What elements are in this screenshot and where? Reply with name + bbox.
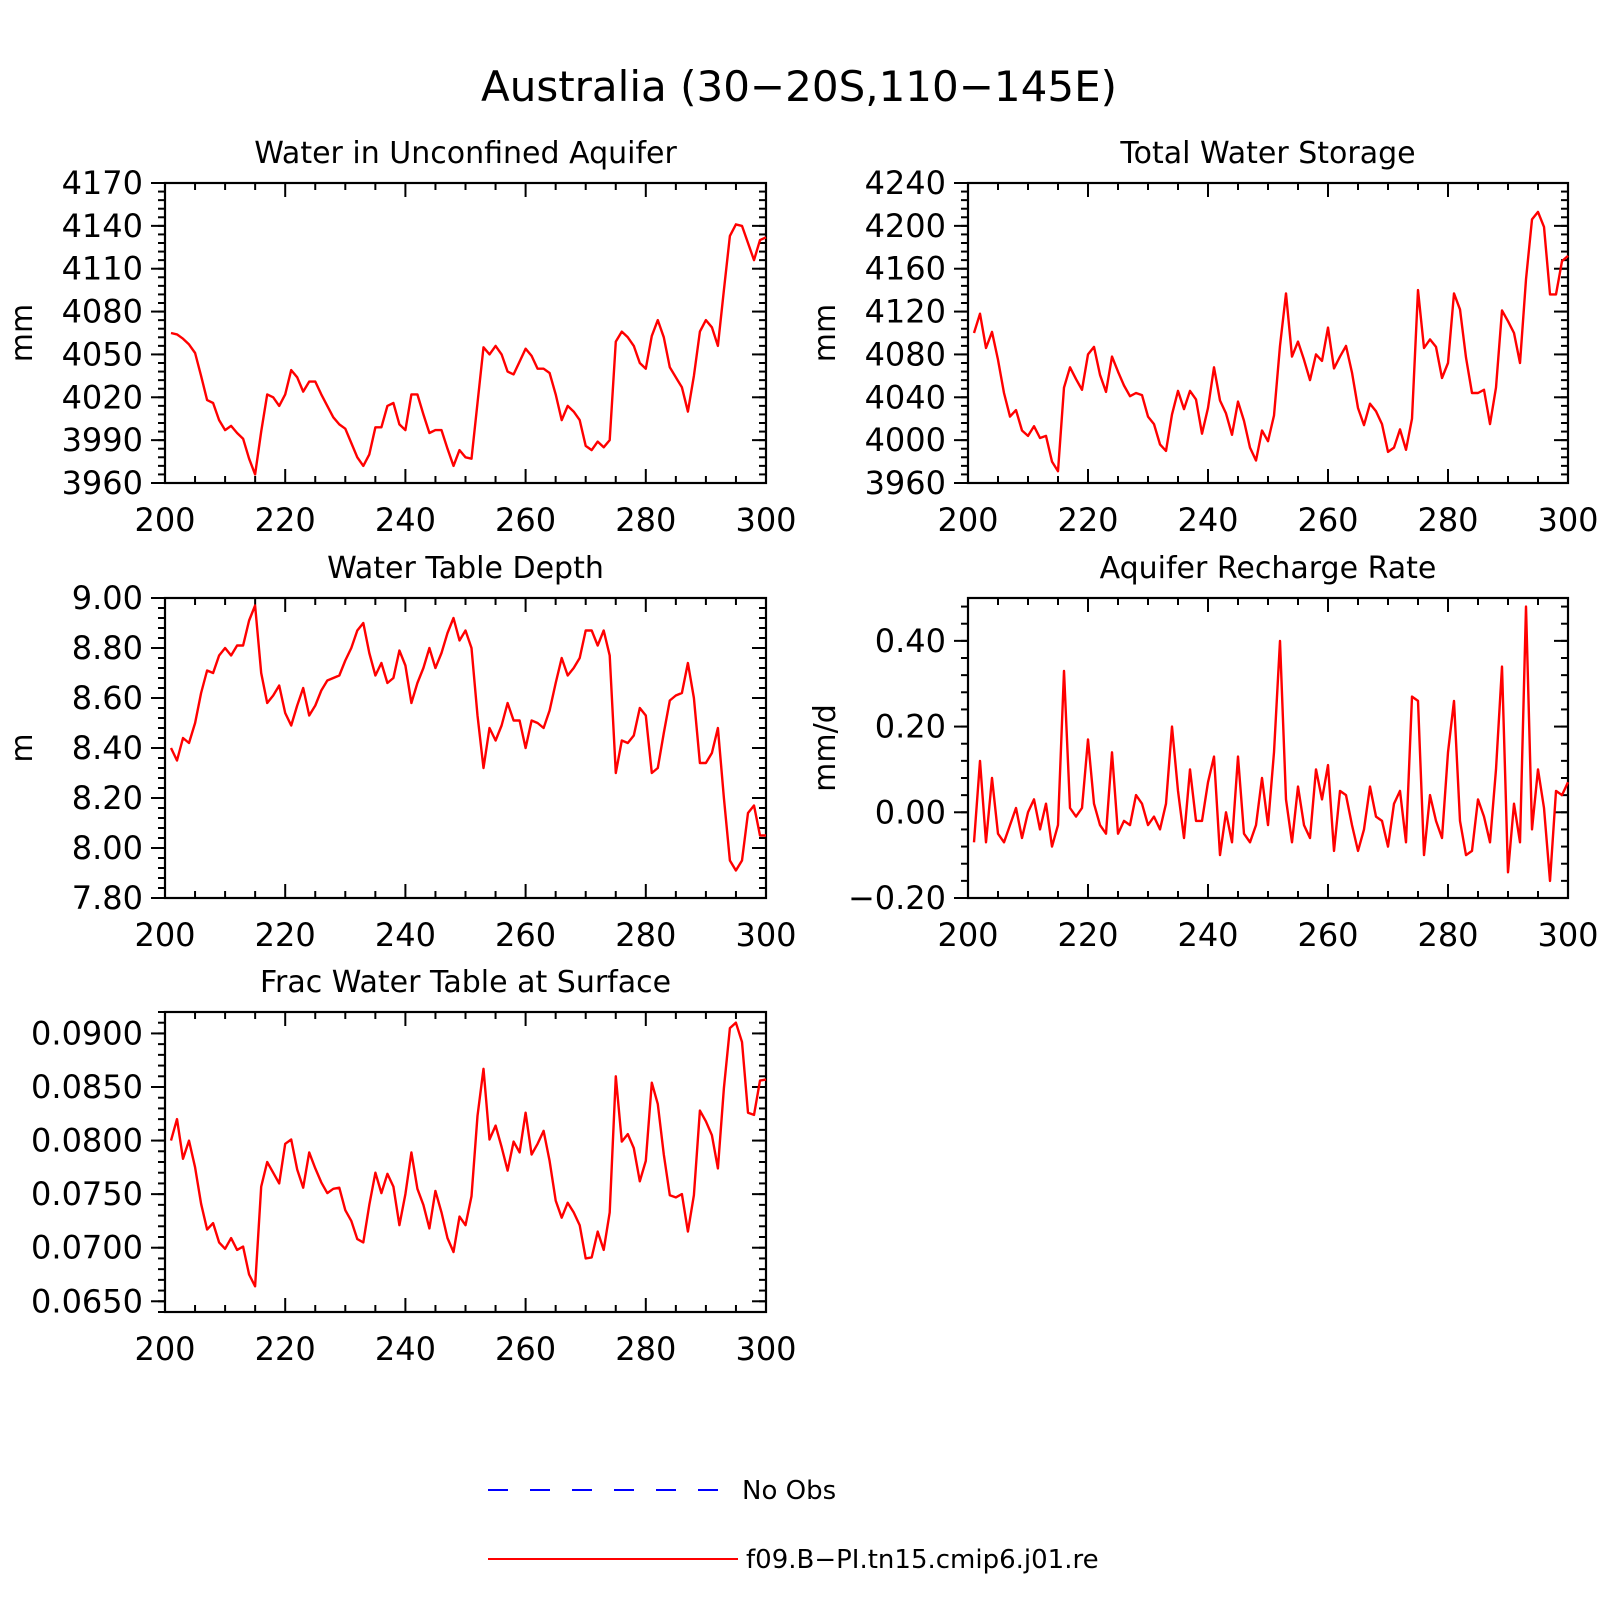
x-tick-label: 240 [375, 501, 436, 539]
y-axis-label: m [5, 733, 40, 762]
panel-water-in-unconfined-aquifer: Water in Unconfined Aquifer mm 200 220 240 26… [5, 136, 797, 539]
series-line-model [170, 223, 767, 476]
x-tick-label: 200 [134, 916, 195, 954]
y-tick-label: 4160 [865, 250, 946, 288]
legend: No Obs f09.B−PI.tn15.cmip6.j01.re [488, 1476, 1099, 1575]
y-tick-label: 4050 [62, 335, 143, 373]
legend-obs-label: No Obs [742, 1476, 836, 1506]
x-tick-label: 220 [255, 916, 316, 954]
x-tick-label: 200 [937, 501, 998, 539]
x-tick-label: 200 [134, 501, 195, 539]
axis-frame [163, 596, 768, 900]
x-tick-label: 280 [615, 916, 676, 954]
x-tick-label: 300 [735, 501, 796, 539]
x-tick-label: 260 [1297, 916, 1358, 954]
x-tick-label: 300 [1537, 501, 1598, 539]
x-tick-label: 200 [937, 916, 998, 954]
x-tick-label: 260 [1297, 501, 1358, 539]
y-tick-label: 8.20 [72, 779, 143, 817]
axis-frame [163, 181, 768, 485]
panel-title: Aquifer Recharge Rate [1100, 551, 1437, 586]
y-tick-label: −0.20 [848, 879, 946, 917]
y-tick-label: 9.00 [72, 579, 143, 617]
y-tick-label: 4140 [62, 207, 143, 245]
panel-title: Total Water Storage [1119, 136, 1415, 171]
x-tick-label: 220 [1057, 916, 1118, 954]
x-tick-label: 300 [735, 1330, 796, 1368]
figure-title: Australia (30−20S,110−145E) [481, 62, 1117, 111]
y-tick-label: 4240 [865, 164, 946, 202]
panel-aquifer-recharge-rate: Aquifer Recharge Rate mm/d 200 220 240 260 280… [808, 551, 1599, 954]
panel-water-table-depth: Water Table Depth m 200 220 240 260 280 300 7.80… [5, 551, 797, 954]
y-tick-label: 8.80 [72, 629, 143, 667]
x-tick-label: 220 [1057, 501, 1118, 539]
panel-title: Water Table Depth [327, 551, 604, 586]
series-line-model [972, 210, 1569, 473]
x-tick-label: 260 [495, 916, 556, 954]
y-tick-label: 4000 [865, 421, 946, 459]
y-tick-label: 0.0800 [31, 1122, 143, 1160]
panel-title: Frac Water Table at Surface [260, 965, 671, 1000]
x-tick-label: 260 [495, 501, 556, 539]
x-tick-label: 280 [1417, 501, 1478, 539]
y-tick-label: 3960 [865, 464, 946, 502]
series-line-model [169, 604, 766, 872]
y-tick-label: 4170 [62, 164, 143, 202]
x-tick-label: 240 [375, 916, 436, 954]
x-tick-label: 220 [255, 501, 316, 539]
y-axis-label: mm [5, 304, 40, 362]
axis-frame [966, 596, 1570, 900]
y-axis-label: mm [808, 304, 843, 362]
y-tick-label: 0.0900 [31, 1014, 143, 1052]
panel-total-water-storage: Total Water Storage mm 200 220 240 260 280 300 3… [808, 136, 1599, 539]
y-tick-label: 4200 [865, 207, 946, 245]
panel-frac-water-table-at-surface: Frac Water Table at Surface 200 220 240 260 2… [31, 965, 797, 1368]
y-tick-label: 8.40 [72, 729, 143, 767]
x-tick-label: 240 [375, 1330, 436, 1368]
panel-title: Water in Unconfined Aquifer [254, 136, 677, 171]
y-tick-label: 0.20 [875, 708, 946, 746]
y-tick-label: 3990 [62, 421, 143, 459]
x-tick-label: 240 [1177, 501, 1238, 539]
y-tick-label: 0.0850 [31, 1068, 143, 1106]
y-tick-label: 4040 [865, 378, 946, 416]
y-tick-label: 4020 [62, 378, 143, 416]
x-tick-label: 240 [1177, 916, 1238, 954]
legend-model-label: f09.B−PI.tn15.cmip6.j01.re [746, 1545, 1099, 1575]
y-tick-label: 0.00 [875, 793, 946, 831]
x-tick-label: 300 [735, 916, 796, 954]
y-tick-label: 8.00 [72, 829, 143, 867]
x-tick-label: 280 [1417, 916, 1478, 954]
y-tick-label: 3960 [62, 464, 143, 502]
y-tick-label: 4080 [865, 335, 946, 373]
y-tick-label: 0.0700 [31, 1229, 143, 1267]
y-tick-label: 4120 [865, 293, 946, 331]
y-tick-label: 0.0650 [31, 1282, 143, 1320]
y-tick-label: 0.0750 [31, 1175, 143, 1213]
x-tick-label: 280 [615, 501, 676, 539]
x-tick-label: 280 [615, 1330, 676, 1368]
y-tick-label: 4110 [62, 250, 143, 288]
y-tick-label: 7.80 [72, 879, 143, 917]
y-tick-label: 4080 [62, 293, 143, 331]
x-tick-label: 220 [255, 1330, 316, 1368]
x-tick-label: 200 [134, 1330, 195, 1368]
y-tick-label: 0.40 [875, 622, 946, 660]
y-tick-label: 8.60 [72, 679, 143, 717]
series-line-model [972, 605, 1570, 883]
x-tick-label: 300 [1537, 916, 1598, 954]
series-line-model [169, 1021, 767, 1288]
y-axis-label: mm/d [808, 704, 843, 792]
x-tick-label: 260 [495, 1330, 556, 1368]
